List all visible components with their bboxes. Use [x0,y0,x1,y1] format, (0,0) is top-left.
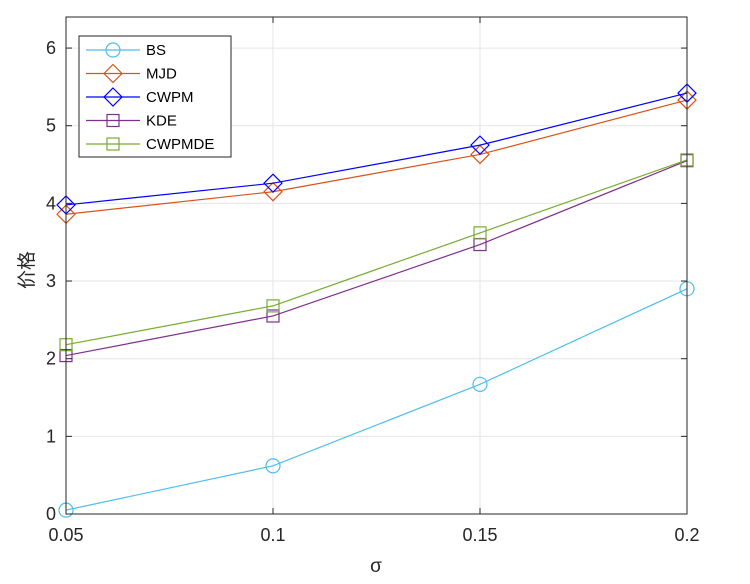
legend-label: CWPMDE [146,136,214,153]
series-line-bs [65,288,688,511]
x-axis-label: σ [370,556,382,577]
y-tick-labels: 0 1 2 3 4 5 6 [46,38,56,524]
plot-frame [65,16,688,515]
legend-label: MJD [146,66,177,83]
legend-item-cwpm: CWPM [86,87,194,107]
legend-item-bs: BS [86,42,166,59]
series-line-mjd [65,99,688,215]
y-tick-label: 4 [46,193,56,213]
y-tick-label: 2 [46,349,56,369]
data-point-cwpmde [473,226,487,240]
legend-item-kde: KDE [86,113,177,130]
y-tick-label: 0 [46,504,56,524]
legend-label: CWPM [146,89,194,106]
legend-items: BS MJD CWPM KDE CWPMDE [86,42,214,153]
x-tick-label: 0.1 [260,525,285,545]
y-tick-label: 6 [46,38,56,58]
legend-marker [106,137,120,151]
legend-marker [103,87,123,107]
legend-marker [103,63,123,84]
legend-item-cwpmde: CWPMDE [86,136,214,153]
data-point-bs [472,376,488,392]
y-tick-label: 1 [46,426,56,446]
series-line-cwpm [65,92,688,206]
legend-label: KDE [146,113,177,130]
legend-label: BS [146,42,166,59]
x-tick-label: 0.15 [462,525,497,545]
data-point-cwpm [263,173,283,194]
x-tick-labels: 0.05 0.1 0.15 0.2 [48,525,699,545]
x-tick-label: 0.2 [674,525,699,545]
legend-marker [105,42,121,58]
y-axis-label: 价格 [16,251,38,289]
legend-marker [106,113,120,128]
data-point-mjd [470,144,490,165]
x-tick-label: 0.05 [48,525,83,545]
y-tick-label: 5 [46,116,56,136]
legend-item-mjd: MJD [86,63,177,84]
data-point-cwpmde [266,299,280,313]
tick-marks [65,17,688,515]
legend: BS MJD CWPM KDE CWPMDE [78,35,232,158]
data-point-cwpm [470,135,490,155]
series-line-cwpmde [65,159,688,346]
data-point-kde [266,309,280,323]
data-point-bs [265,458,281,474]
series-line-kde [65,160,688,357]
y-tick-label: 3 [46,271,56,291]
data-point-mjd [263,181,283,202]
